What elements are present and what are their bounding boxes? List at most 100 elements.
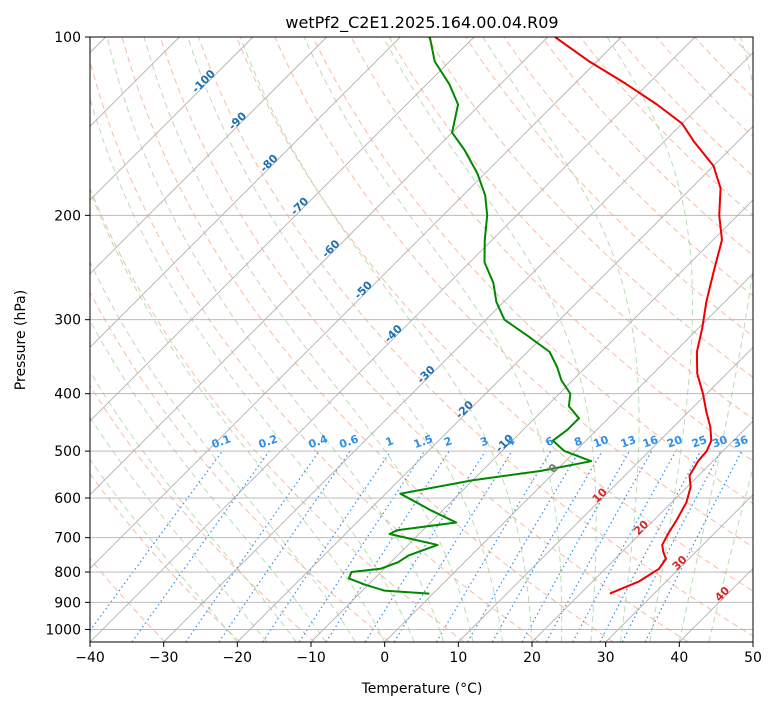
- dry-adiabat: [465, 37, 753, 337]
- mixing-ratio-line: [364, 450, 486, 642]
- mixing-ratio-label: 16: [641, 433, 660, 451]
- mixing-ratio-label: 25: [690, 433, 709, 450]
- dry-adiabat: [159, 37, 689, 642]
- isotherm-label: 40: [712, 584, 732, 604]
- moist-adiabat: [90, 319, 327, 642]
- dry-adiabat: [90, 186, 465, 642]
- moist-adiabat: [382, 37, 597, 642]
- y-tick-label: 700: [54, 531, 81, 547]
- mixing-ratio-label: 1.5: [412, 432, 435, 451]
- y-tick-label: 200: [54, 208, 81, 224]
- mixing-ratio-label: 1: [384, 434, 396, 449]
- y-tick-label: 800: [54, 565, 81, 581]
- y-tick-label: 1000: [45, 622, 81, 638]
- isotherm-line: [605, 494, 753, 642]
- moist-adiabat: [678, 37, 753, 642]
- dry-adiabat: [121, 37, 614, 642]
- mixing-ratio-line: [644, 450, 743, 642]
- y-axis-title: Pressure (hPa): [13, 290, 29, 390]
- x-axis: −40 −30 −20 −10 0 10 20 30 40 50: [75, 642, 762, 666]
- moist-adiabat: [239, 37, 533, 642]
- mixing-ratio-line: [466, 450, 580, 642]
- mixing-ratio-line: [262, 450, 392, 642]
- dry-adiabat: [90, 59, 540, 642]
- isotherm-label: -50: [352, 278, 375, 301]
- moist-adiabat: [90, 189, 386, 642]
- dry-adiabat: [90, 472, 241, 642]
- y-tick-label: 400: [54, 387, 81, 403]
- isotherm-line: [163, 52, 753, 642]
- mixing-ratio-line: [393, 450, 513, 642]
- mixing-ratio-line: [298, 450, 425, 642]
- y-tick-label: 900: [54, 595, 81, 611]
- dry-adiabat: [350, 37, 753, 462]
- isotherm-line: [237, 125, 753, 642]
- mixing-ratio-line: [185, 450, 320, 642]
- isotherm-line: [90, 37, 401, 348]
- isotherm-line: [679, 567, 753, 642]
- x-axis-title: Temperature (°C): [361, 681, 483, 697]
- dry-adiabat: [694, 37, 753, 98]
- y-tick-label: 100: [54, 30, 81, 46]
- isotherm-label: 30: [670, 553, 690, 573]
- moist-adiabat: [143, 37, 474, 642]
- mixing-ratio-line: [325, 450, 450, 642]
- isotherm-line: [90, 37, 696, 642]
- isotherm-line: [90, 37, 254, 201]
- mixing-ratio-line: [90, 450, 223, 632]
- x-tick-label: 40: [670, 650, 688, 666]
- isotherm-label: 10: [590, 485, 610, 505]
- isotherm-line: [531, 420, 753, 642]
- isotherm-label: -20: [453, 398, 476, 421]
- x-tick-label: −30: [149, 650, 179, 666]
- moist-adiabat: [90, 370, 297, 642]
- dry-adiabat: [655, 37, 753, 138]
- mixing-ratio-label: 6: [544, 434, 556, 449]
- x-tick-label: 10: [449, 650, 467, 666]
- mixing-ratio-line: [435, 450, 552, 642]
- dry-adiabat: [274, 37, 753, 548]
- isotherm-line: [752, 641, 753, 642]
- moist-adiabat: [708, 465, 753, 642]
- isotherm-line: [90, 37, 327, 275]
- x-tick-label: −40: [75, 650, 105, 666]
- isotherm-label: -70: [288, 194, 311, 217]
- mixing-ratio-line: [218, 450, 351, 642]
- isotherm-line: [90, 37, 548, 496]
- x-tick-label: 30: [597, 650, 615, 666]
- x-tick-label: −20: [223, 650, 253, 666]
- isotherm-line: [458, 346, 753, 642]
- moist-adiabat: [187, 37, 504, 642]
- dry-adiabat: [426, 37, 753, 378]
- isotherm-line: [384, 273, 753, 642]
- moist-adiabat: [606, 37, 694, 642]
- x-tick-label: 0: [380, 650, 389, 666]
- moist-adiabat: [106, 37, 445, 642]
- temperature-profile: [554, 37, 723, 595]
- mixing-ratio-line: [131, 450, 270, 642]
- isotherm-line: [90, 37, 475, 422]
- mixing-ratio-label: 20: [665, 433, 684, 451]
- dry-adiabat: [771, 37, 775, 642]
- dry-adiabat: [90, 384, 316, 642]
- plot-frame: [89, 36, 754, 643]
- mixing-ratio-label: 0.1: [210, 432, 233, 451]
- mixing-ratio-label: 13: [619, 433, 638, 450]
- y-tick-label: 300: [54, 313, 81, 329]
- isotherm-label: -100: [189, 67, 218, 96]
- dry-adiabat: [312, 37, 753, 505]
- moist-adiabat: [90, 458, 238, 642]
- mixing-ratio-line: [599, 450, 702, 642]
- moist-adiabat: [482, 37, 640, 642]
- mixing-ratio-label: 0.2: [257, 432, 280, 451]
- dry-adiabat: [388, 37, 753, 420]
- mixing-ratio-label: 36: [731, 433, 750, 451]
- dry-adiabat: [236, 37, 753, 592]
- mixing-ratio-label: 3: [478, 434, 490, 449]
- moist-adiabat: [90, 260, 356, 642]
- dry-adiabat: [732, 37, 753, 59]
- mixing-ratio-line: [521, 450, 631, 642]
- mixing-ratio-label: 10: [592, 433, 611, 451]
- dry-adiabat: [503, 37, 753, 297]
